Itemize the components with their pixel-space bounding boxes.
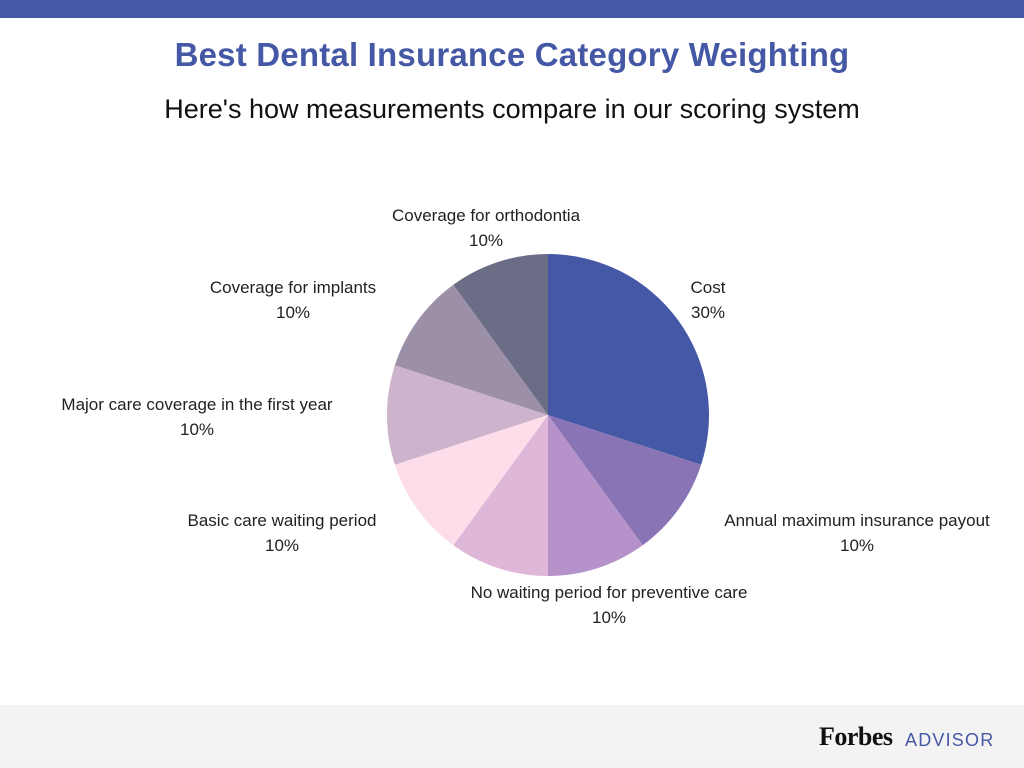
pie-slice-4: [453, 415, 548, 576]
pie-slices: [387, 254, 709, 576]
pie-slice-2: [548, 415, 702, 546]
forbes-logo: Forbes: [819, 722, 893, 751]
slice-label-name: Major care coverage in the first year: [61, 395, 333, 414]
slice-label-value: 30%: [691, 303, 725, 322]
slice-label-value: 10%: [180, 420, 214, 439]
slice-label-name: Coverage for orthodontia: [392, 206, 581, 225]
chart-title: Best Dental Insurance Category Weighting: [174, 36, 850, 73]
pie-slice-8: [453, 254, 548, 415]
slice-label-name: Basic care waiting period: [188, 511, 377, 530]
pie-labels: Cost 30% Annual maximum insurance payout 10…: [61, 206, 990, 627]
slice-label-value: 10%: [469, 231, 503, 250]
slice-label-name: Annual maximum insurance payout: [724, 511, 990, 530]
slice-label-value: 10%: [265, 536, 299, 555]
slice-label-value: 10%: [592, 608, 626, 627]
slice-label-name: Cost: [691, 278, 726, 297]
pie-slice-1: [548, 254, 709, 465]
pie-slice-6: [387, 365, 548, 465]
pie-slice-3: [548, 415, 643, 576]
advisor-wordmark: ADVISOR: [905, 730, 995, 750]
chart-subtitle: Here's how measurements compare in our s…: [164, 94, 860, 124]
slice-label-value: 10%: [840, 536, 874, 555]
pie-slice-5: [394, 415, 548, 546]
footer: [0, 705, 1024, 768]
pie-chart: Cost 30% Annual maximum insurance payout 10…: [61, 206, 990, 627]
slice-label-name: Coverage for implants: [210, 278, 376, 297]
pie-slice-7: [394, 284, 548, 415]
slice-label-value: 10%: [276, 303, 310, 322]
slice-label-name: No waiting period for preventive care: [471, 583, 748, 602]
top-accent-bar: [0, 0, 1024, 18]
